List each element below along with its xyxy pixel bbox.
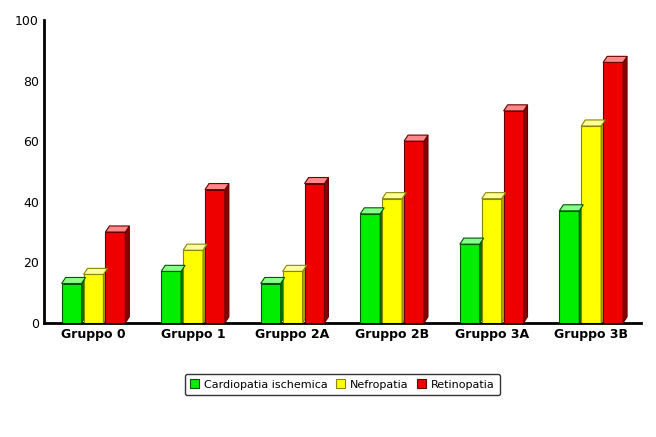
Polygon shape bbox=[304, 177, 329, 184]
Polygon shape bbox=[460, 238, 483, 244]
Polygon shape bbox=[380, 208, 384, 323]
Polygon shape bbox=[482, 193, 506, 199]
Polygon shape bbox=[106, 226, 129, 232]
Polygon shape bbox=[283, 265, 306, 271]
Polygon shape bbox=[601, 120, 605, 323]
Polygon shape bbox=[560, 205, 583, 211]
Polygon shape bbox=[402, 193, 406, 323]
Bar bbox=[482, 199, 502, 323]
Bar bbox=[404, 141, 424, 323]
Bar bbox=[382, 199, 402, 323]
Bar bbox=[106, 232, 125, 323]
Polygon shape bbox=[62, 277, 85, 284]
Bar bbox=[460, 244, 480, 323]
Polygon shape bbox=[623, 56, 627, 323]
Bar bbox=[581, 126, 601, 323]
Polygon shape bbox=[480, 238, 483, 323]
Polygon shape bbox=[183, 244, 207, 250]
Bar bbox=[62, 284, 81, 323]
Bar bbox=[283, 271, 302, 323]
Bar bbox=[260, 284, 281, 323]
Polygon shape bbox=[225, 184, 229, 323]
Bar bbox=[560, 211, 579, 323]
Polygon shape bbox=[404, 135, 428, 141]
Legend: Cardiopatia ischemica, Nefropatia, Retinopatia: Cardiopatia ischemica, Nefropatia, Retin… bbox=[185, 374, 500, 395]
Bar bbox=[161, 271, 181, 323]
Polygon shape bbox=[325, 177, 329, 323]
Polygon shape bbox=[424, 135, 428, 323]
Polygon shape bbox=[302, 265, 306, 323]
Bar bbox=[360, 214, 380, 323]
Polygon shape bbox=[581, 120, 605, 126]
Bar bbox=[504, 111, 523, 323]
Polygon shape bbox=[125, 226, 129, 323]
Polygon shape bbox=[83, 268, 108, 274]
Polygon shape bbox=[603, 56, 627, 62]
Bar bbox=[304, 184, 325, 323]
Polygon shape bbox=[579, 205, 583, 323]
Polygon shape bbox=[161, 265, 185, 271]
Polygon shape bbox=[504, 105, 527, 111]
Polygon shape bbox=[281, 277, 285, 323]
Bar bbox=[183, 250, 203, 323]
Polygon shape bbox=[382, 193, 406, 199]
Polygon shape bbox=[360, 208, 384, 214]
Polygon shape bbox=[260, 277, 285, 284]
Bar bbox=[83, 274, 104, 323]
Polygon shape bbox=[81, 277, 85, 323]
Bar bbox=[205, 190, 225, 323]
Polygon shape bbox=[203, 244, 207, 323]
Polygon shape bbox=[104, 268, 108, 323]
Polygon shape bbox=[523, 105, 527, 323]
Polygon shape bbox=[181, 265, 185, 323]
Polygon shape bbox=[502, 193, 506, 323]
Bar bbox=[603, 62, 623, 323]
Polygon shape bbox=[205, 184, 229, 190]
